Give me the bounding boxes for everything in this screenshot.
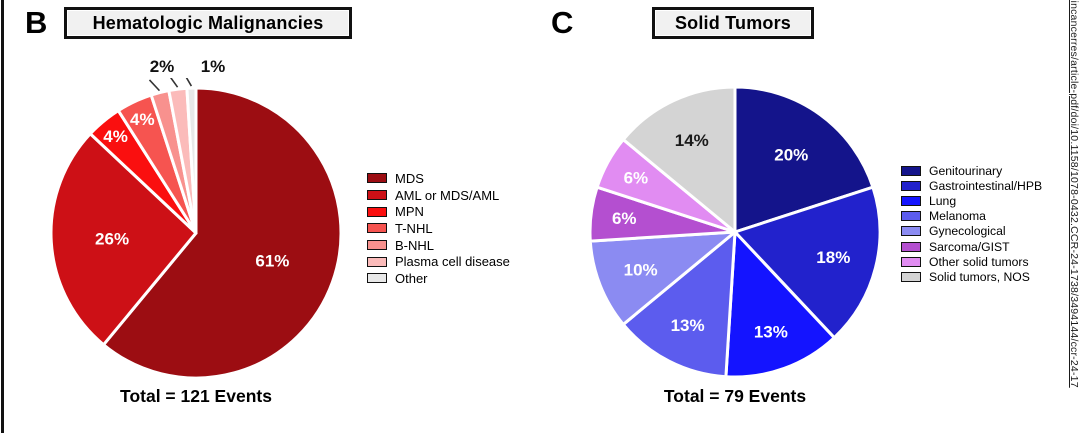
- legend-label: MPN: [395, 204, 424, 220]
- legend-label: Solid tumors, NOS: [929, 269, 1030, 284]
- legend-item-plasma-cell-disease: Plasma cell disease: [367, 253, 510, 270]
- panel-c-total: Total = 79 Events: [663, 386, 807, 406]
- legend-label: AML or MDS/AML: [395, 187, 500, 203]
- legend-label: Lung: [929, 193, 957, 208]
- legend-label: Genitourinary: [929, 163, 1003, 178]
- legend-label: B-NHL: [395, 237, 435, 253]
- callout-tick-other: [185, 78, 193, 87]
- legend-swatch-solid-tumors-nos: [901, 271, 921, 282]
- legend-label: Other solid tumors: [929, 254, 1029, 269]
- pie-slice-solid-tumors-nos: [621, 85, 737, 234]
- solid-tumors-legend: Genitourinary Gastrointestinal/HPB Lung Mel…: [901, 163, 1042, 285]
- pie-slice-lung: [724, 230, 836, 379]
- legend-item-genitourinary: Genitourinary: [901, 163, 1042, 178]
- pie-slice-gynecological: [588, 230, 737, 326]
- pie-slice-value-sarcoma-gist: 6%: [612, 209, 637, 228]
- legend-label: T-NHL: [395, 220, 433, 236]
- legend-swatch-other-solid-tumors: [901, 256, 921, 267]
- legend-label: Melanoma: [929, 209, 986, 224]
- legend-swatch-t-nhl: [367, 223, 387, 234]
- legend-label: Plasma cell disease: [395, 254, 510, 270]
- pie-slice-value-mds: 61%: [255, 252, 289, 271]
- pie-slice-other: [185, 86, 198, 235]
- figure-left-border: [1, 0, 4, 433]
- pie-slice-gastrointestinal-hpb: [733, 185, 882, 340]
- panel-c-letter: C: [551, 5, 574, 40]
- legend-label: Gynecological: [929, 224, 1006, 239]
- pie-slice-value-genitourinary: 20%: [774, 146, 808, 165]
- legend-item-gynecological: Gynecological: [901, 224, 1042, 239]
- panel-b-title-box: Hematologic Malignancies: [64, 7, 352, 39]
- pie-slice-value-solid-tumors-nos: 14%: [675, 131, 709, 150]
- panel-b-letter: B: [25, 5, 48, 40]
- legend-item-other-solid-tumors: Other solid tumors: [901, 254, 1042, 269]
- legend-label: Other: [395, 270, 428, 286]
- legend-swatch-melanoma: [901, 211, 921, 222]
- legend-swatch-mds: [367, 173, 387, 184]
- pie-b-callout-1pct: 1%: [200, 57, 226, 76]
- legend-swatch-aml-or-mds-aml: [367, 190, 387, 201]
- pie-slice-value-gynecological: 10%: [624, 260, 658, 279]
- pie-b-callout-2pct: 2%: [149, 57, 175, 76]
- solid-tumors-pie-chart: 20% 18% 13% 13% 10% 6% 6% 14%: [588, 85, 882, 379]
- pdf-watermark-url: lincancerres/article-pdf/doi/10.1158/107…: [1068, 0, 1080, 388]
- legend-item-aml-or-mds-aml: AML or MDS/AML: [367, 187, 510, 204]
- legend-swatch-b-nhl: [367, 240, 387, 251]
- panel-c-title: Solid Tumors: [674, 12, 792, 33]
- legend-item-gastrointestinal-hpb: Gastrointestinal/HPB: [901, 178, 1042, 193]
- legend-swatch-other: [367, 273, 387, 284]
- legend-label: Sarcoma/GIST: [929, 239, 1010, 254]
- legend-label: MDS: [395, 170, 424, 186]
- legend-item-solid-tumors-nos: Solid tumors, NOS: [901, 269, 1042, 284]
- legend-swatch-genitourinary: [901, 165, 921, 176]
- pie-slice-value-lung: 13%: [754, 323, 788, 342]
- legend-swatch-sarcoma-gist: [901, 241, 921, 252]
- panel-b-title: Hematologic Malignancies: [92, 12, 324, 33]
- legend-swatch-lung: [901, 195, 921, 206]
- pie-slice-value-t-nhl: 4%: [130, 110, 155, 129]
- legend-item-sarcoma-gist: Sarcoma/GIST: [901, 239, 1042, 254]
- legend-item-mds: MDS: [367, 170, 510, 187]
- pie-slice-value-melanoma: 13%: [671, 316, 705, 335]
- legend-swatch-mpn: [367, 206, 387, 217]
- hematologic-legend: MDS AML or MDS/AML MPN T-NHL B-NHL Plasma cel…: [367, 170, 510, 287]
- pie-slice-genitourinary: [733, 85, 875, 234]
- pie-slice-mds: [102, 86, 343, 380]
- legend-label: Gastrointestinal/HPB: [929, 178, 1043, 193]
- panel-c-title-box: Solid Tumors: [652, 7, 814, 39]
- legend-item-lung: Lung: [901, 193, 1042, 208]
- pie-slice-melanoma: [621, 230, 737, 379]
- pie-slice-value-other-solid-tumors: 6%: [624, 169, 649, 188]
- pie-slice-value-aml-or-mds-aml: 26%: [95, 229, 129, 248]
- legend-item-t-nhl: T-NHL: [367, 220, 510, 237]
- callout-tick-plasma-cell-disease: [170, 78, 179, 88]
- hematologic-pie-chart: 61% 26% 4%4%: [49, 78, 343, 380]
- callout-tick-b-nhl: [148, 79, 161, 92]
- legend-item-mpn: MPN: [367, 203, 510, 220]
- pie-slice-aml-or-mds-aml: [49, 132, 198, 347]
- legend-swatch-gynecological: [901, 226, 921, 237]
- legend-item-b-nhl: B-NHL: [367, 237, 510, 254]
- pie-slice-value-gastrointestinal-hpb: 18%: [816, 248, 850, 267]
- legend-swatch-plasma-cell-disease: [367, 256, 387, 267]
- pie-slice-value-mpn: 4%: [103, 127, 128, 146]
- legend-item-other: Other: [367, 270, 510, 287]
- legend-item-melanoma: Melanoma: [901, 209, 1042, 224]
- legend-swatch-gastrointestinal-hpb: [901, 180, 921, 191]
- panel-b-total: Total = 121 Events: [120, 386, 272, 406]
